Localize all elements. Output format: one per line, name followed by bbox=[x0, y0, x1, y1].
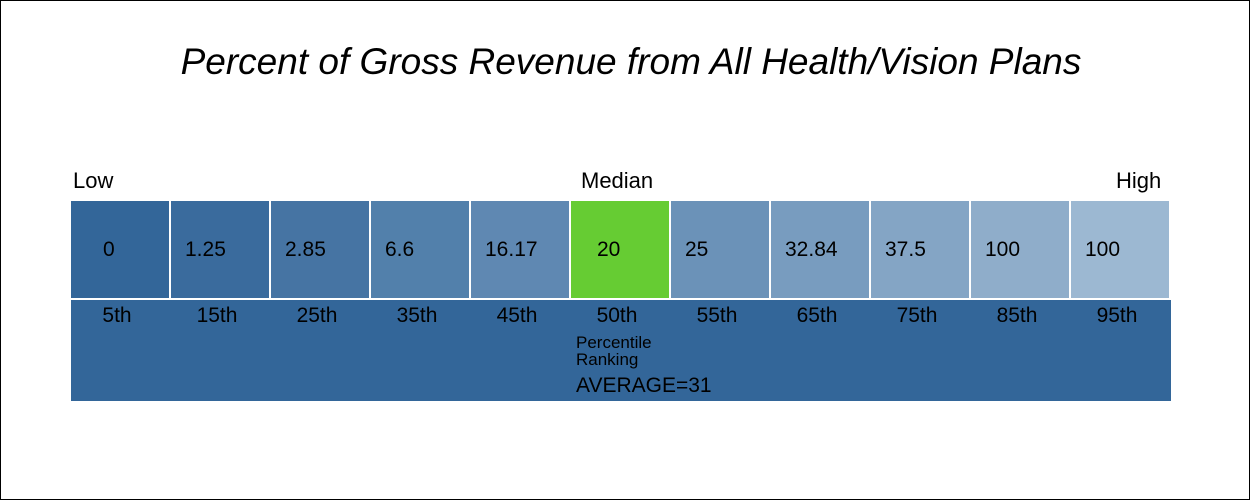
value-cell: 25 bbox=[671, 201, 769, 298]
percentile-label: 95th bbox=[1096, 304, 1138, 327]
value-cell: 20 bbox=[571, 201, 669, 298]
percentile-label: 35th bbox=[396, 304, 438, 327]
value-cell: 100 bbox=[1071, 201, 1169, 298]
median-label: Median bbox=[581, 168, 654, 193]
percentile-label: 55th bbox=[696, 304, 738, 327]
percentile-label: 5th bbox=[102, 304, 132, 327]
percentile-label: 45th bbox=[496, 304, 538, 327]
percentile-label: 85th bbox=[996, 304, 1038, 327]
high-label: High bbox=[1116, 168, 1162, 193]
value-cell: 100 bbox=[971, 201, 1069, 298]
percentile-label: 15th bbox=[196, 304, 238, 327]
value-cell: 16.17 bbox=[471, 201, 569, 298]
percentile-ranking-bar bbox=[71, 300, 1171, 401]
value-cell: 37.5 bbox=[871, 201, 969, 298]
percentile-label: 65th bbox=[796, 304, 838, 327]
percentile-label: 25th bbox=[296, 304, 338, 327]
value-cell: 2.85 bbox=[271, 201, 369, 298]
value-cell: 6.6 bbox=[371, 201, 469, 298]
value-cell: 1.25 bbox=[171, 201, 269, 298]
average-label: AVERAGE=31 bbox=[576, 374, 712, 397]
chart-title: Percent of Gross Revenue from All Health… bbox=[180, 41, 1082, 82]
value-cell: 32.84 bbox=[771, 201, 869, 298]
percentile-label: 75th bbox=[896, 304, 938, 327]
low-label: Low bbox=[73, 168, 114, 193]
value-cells: 0 1.25 2.85 6.6 16.17 20 25 32.84 37.5 100 100 bbox=[71, 201, 1171, 298]
value-cell: 0 bbox=[71, 201, 169, 298]
percentile-label: 50th bbox=[596, 304, 638, 327]
percentile-ranking-caption: Percentile Ranking bbox=[576, 333, 652, 369]
